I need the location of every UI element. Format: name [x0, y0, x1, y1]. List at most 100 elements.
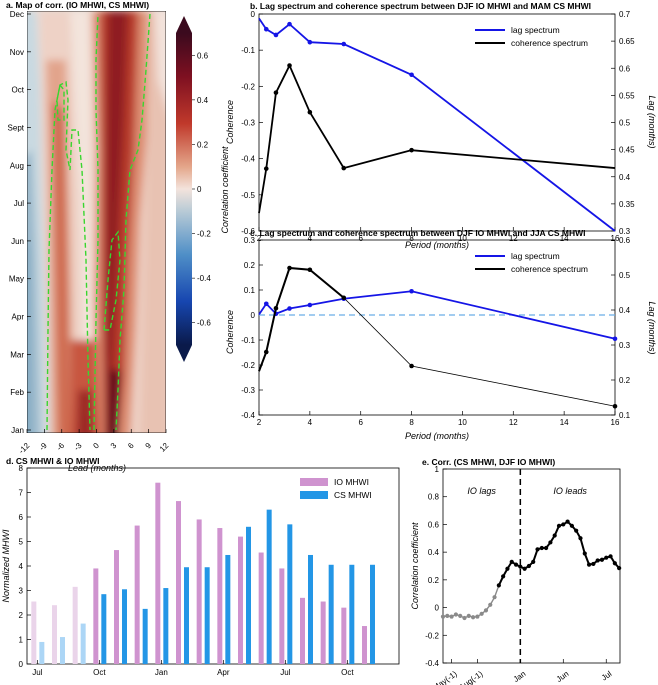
panel-a-x-tick-label: 12 [158, 441, 171, 454]
panel-c-y2-label: Lag (months) [647, 301, 657, 354]
y-tick-label: 0.8 [428, 493, 440, 502]
series-marker [449, 614, 454, 619]
y2-tick-label: 0.6 [619, 64, 631, 73]
panel-d-title: d. CS MHWI & IO MHWI [6, 456, 100, 466]
x-tick-label: 16 [611, 418, 620, 427]
series-marker [544, 545, 549, 551]
series-marker [608, 554, 613, 559]
panel-c-plot: 2 4 6 8 10 12 14 16 0.3 0.2 0.1 0 -0.1 -0.2 -0.3 -0.4 0.… [241, 236, 630, 427]
series-marker [488, 602, 493, 607]
series-marker [287, 63, 292, 68]
series-marker [513, 562, 519, 567]
bar [238, 536, 243, 664]
panel-b-x-label: Period (months) [405, 240, 469, 250]
y-tick-label: -0.6 [241, 227, 255, 236]
y-tick-label: 4 [19, 562, 24, 571]
bar [39, 641, 45, 664]
y-tick-label: -0.4 [241, 155, 255, 164]
bar [176, 501, 181, 664]
panel-e-title: e. Corr. (CS MHWI, DJF IO MHWI) [422, 457, 555, 467]
series-marker [509, 559, 514, 564]
series-marker [440, 614, 446, 619]
panel-a-x-tick-label: 9 [144, 441, 154, 451]
series-marker [612, 561, 617, 566]
legend-swatch [300, 478, 328, 486]
panel-b-y2-label: Lag (months) [647, 95, 657, 148]
series-marker [604, 555, 609, 560]
bar [80, 623, 86, 664]
panel-a: a. Map of corr. (IO MHWI, CS MHWI) [6, 0, 230, 473]
bar [52, 605, 57, 664]
y-tick-label: -0.2 [241, 361, 255, 370]
series-marker [307, 39, 313, 45]
y-tick-label: -0.4 [241, 411, 255, 420]
y-tick-label: -0.4 [425, 659, 439, 668]
series-marker [273, 90, 279, 95]
x-tick-label: May(-1) [431, 669, 459, 685]
x-tick-label: 2 [257, 234, 262, 243]
bar [328, 564, 334, 664]
panel-a-x-tick-label: 3 [109, 441, 119, 451]
y-tick-label: 0.2 [244, 261, 256, 270]
panel-a-x-tick-label: -9 [37, 441, 49, 453]
bar [204, 567, 210, 664]
x-tick-label: 6 [358, 234, 363, 243]
x-tick-label: Jul [600, 669, 614, 682]
panel-a-x-tick-label: -6 [55, 441, 67, 453]
y-tick-label: 0 [435, 604, 440, 613]
panel-a-y-tick-label: Jul [14, 199, 24, 208]
x-tick-label: 8 [409, 418, 414, 427]
panel-a-y-tick-label: May [9, 275, 24, 284]
series-marker [273, 305, 279, 311]
panel-e-frame [442, 468, 621, 664]
series-marker [263, 166, 269, 171]
legend-label: CS MHWI [334, 490, 372, 500]
y2-tick-label: 0.55 [619, 91, 635, 100]
bar [225, 554, 231, 664]
bar [122, 589, 127, 664]
series-marker [445, 613, 450, 618]
series-marker [591, 561, 596, 567]
series-marker [612, 403, 618, 409]
bar [101, 594, 107, 664]
series-line [258, 290, 616, 340]
series-marker [578, 536, 583, 541]
y2-tick-label: 0.3 [619, 227, 631, 236]
panel-d: d. CS MHWI & IO MHWI 0 1 2 3 4 5 6 7 8 Jul Oct Jan A… [1, 456, 400, 677]
series-marker [341, 295, 347, 301]
bar [217, 528, 223, 664]
panel-a-y-tick-label: Oct [12, 86, 25, 95]
colorbar-tick-label: 0.6 [197, 51, 209, 60]
x-tick-label: 8 [409, 234, 414, 243]
x-tick-label: Oct [341, 668, 354, 677]
series-marker [273, 32, 279, 38]
series-marker [341, 165, 347, 171]
y2-tick-label: 0.65 [619, 37, 635, 46]
annotation-io-lags: IO lags [467, 486, 496, 496]
series-marker [586, 562, 592, 567]
legend-label: IO MHWI [334, 477, 369, 487]
y-tick-label: 0.3 [244, 236, 256, 245]
bar [163, 588, 169, 664]
series-marker [458, 613, 463, 618]
x-tick-label: Aug(-1) [457, 669, 484, 685]
series-line-thin [343, 297, 616, 407]
series-marker [263, 349, 269, 355]
series-marker [574, 528, 579, 533]
y2-tick-label: 0.4 [619, 173, 631, 182]
x-tick-label: Jul [280, 668, 290, 677]
bar [142, 608, 148, 664]
y-tick-label: -0.5 [241, 191, 255, 200]
x-tick-label: Jun [555, 669, 571, 684]
series-marker [505, 566, 510, 571]
y2-tick-label: 0.3 [619, 341, 631, 350]
series-marker [409, 288, 414, 294]
bar [266, 509, 272, 664]
series-marker [341, 41, 347, 47]
panel-c-title: c. Lag spectrum and coherence spectrum b… [250, 228, 586, 238]
y-tick-label: -0.3 [241, 386, 255, 395]
x-tick-label: Jul [32, 668, 42, 677]
annotation-io-leads: IO leads [553, 486, 587, 496]
legend-label: lag spectrum [511, 25, 560, 35]
